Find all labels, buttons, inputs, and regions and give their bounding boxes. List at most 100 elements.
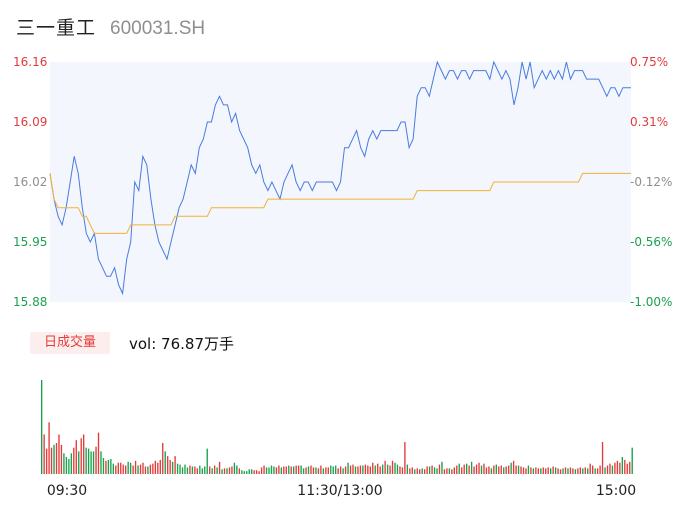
volume-bar <box>167 456 169 474</box>
volume-bar <box>631 447 633 474</box>
volume-bar <box>426 466 428 474</box>
volume-bar <box>394 462 396 474</box>
volume-bar <box>233 462 236 474</box>
volume-bar <box>337 468 339 474</box>
volume-bar <box>342 468 344 474</box>
volume-bar <box>421 468 423 474</box>
volume-bar <box>211 468 213 474</box>
volume-bar <box>45 448 48 474</box>
volume-bar <box>132 465 134 474</box>
volume-bar <box>349 465 352 474</box>
volume-bar <box>396 464 399 474</box>
volume-bar <box>164 451 166 474</box>
volume-bar <box>325 467 327 474</box>
volume-bar <box>201 468 203 474</box>
volume-bar <box>186 467 189 474</box>
volume-bar <box>139 464 142 474</box>
percent-tick-label: -1.00% <box>630 295 672 309</box>
volume-bar <box>295 465 297 474</box>
volume-bar <box>574 469 577 474</box>
volume-bar <box>154 460 157 474</box>
volume-bar <box>530 467 532 474</box>
volume-bar <box>446 468 448 474</box>
volume-bar <box>144 466 147 474</box>
volume-bar <box>85 447 87 474</box>
volume-bar <box>179 464 181 474</box>
volume-bar <box>268 467 270 474</box>
volume-bar <box>90 451 92 474</box>
volume-bar <box>53 444 55 474</box>
volume-bar <box>216 467 218 474</box>
volume-bar <box>297 465 300 474</box>
volume-bar <box>152 463 154 474</box>
volume-bar <box>171 461 174 474</box>
volume-bar <box>537 468 539 474</box>
price-line <box>49 60 631 296</box>
volume-bar <box>362 465 364 474</box>
volume-bar <box>105 460 107 474</box>
volume-bar <box>80 438 82 474</box>
volume-bar <box>606 465 609 474</box>
volume-bar <box>547 467 549 474</box>
volume-bar <box>117 462 119 474</box>
volume-bar <box>100 451 102 474</box>
volume-bar <box>300 465 302 474</box>
volume-bar <box>315 467 317 474</box>
volume-bar <box>339 466 342 474</box>
volume-bar <box>545 468 547 474</box>
volume-bar <box>503 467 505 474</box>
volume-bar <box>423 469 426 474</box>
volume-bar <box>619 462 621 474</box>
volume-bar <box>305 467 307 474</box>
volume-bar <box>626 463 628 474</box>
volume-bar <box>616 460 619 474</box>
volume-bar <box>381 464 384 474</box>
volume-bar <box>241 470 243 474</box>
volume-bar <box>280 467 283 474</box>
volume-bar <box>73 447 75 474</box>
volume-bar <box>594 468 596 474</box>
volume-bar <box>540 468 542 474</box>
volume-bar <box>512 460 515 474</box>
volume-bar <box>283 466 285 474</box>
volume-bar <box>302 468 305 474</box>
volume-bar <box>493 465 495 474</box>
time-tick-label: 15:00 <box>596 483 636 499</box>
volume-bar <box>369 466 371 474</box>
volume-bar <box>604 467 606 474</box>
volume-bar <box>592 465 594 474</box>
volume-bar <box>552 466 554 474</box>
volume-bar <box>515 465 517 474</box>
volume-bar <box>251 469 253 474</box>
volume-bar <box>354 466 357 474</box>
average-price-line <box>49 172 631 234</box>
volume-bar <box>320 465 322 474</box>
volume-bar <box>255 470 258 474</box>
volume-bar <box>253 470 255 474</box>
volume-bar <box>372 462 374 474</box>
volume-bar <box>327 467 329 474</box>
volume-tag[interactable]: 日成交量 <box>30 332 110 354</box>
volume-bar <box>60 444 63 474</box>
volume-bar <box>419 469 421 474</box>
volume-bar <box>456 465 458 474</box>
volume-bar <box>226 468 228 474</box>
volume-bar <box>330 465 332 474</box>
volume-bar <box>374 465 376 474</box>
volume-bar <box>589 463 591 474</box>
volume-bar <box>564 467 567 474</box>
volume-bar <box>572 468 574 474</box>
stock-code: 600031.SH <box>110 18 206 39</box>
volume-bar <box>441 461 443 474</box>
volume-bar <box>409 468 411 474</box>
time-tick-label: 09:30 <box>47 483 87 499</box>
volume-bar <box>367 465 369 474</box>
volume-bar <box>290 466 292 474</box>
stock-header: 三一重工 600031.SH <box>16 13 205 39</box>
volume-bar <box>127 461 129 474</box>
price-tick-label: 16.02 <box>13 175 47 189</box>
volume-bar <box>347 462 349 474</box>
volume-bar <box>218 461 221 474</box>
volume-bar <box>184 464 186 474</box>
volume-bar <box>223 468 226 474</box>
